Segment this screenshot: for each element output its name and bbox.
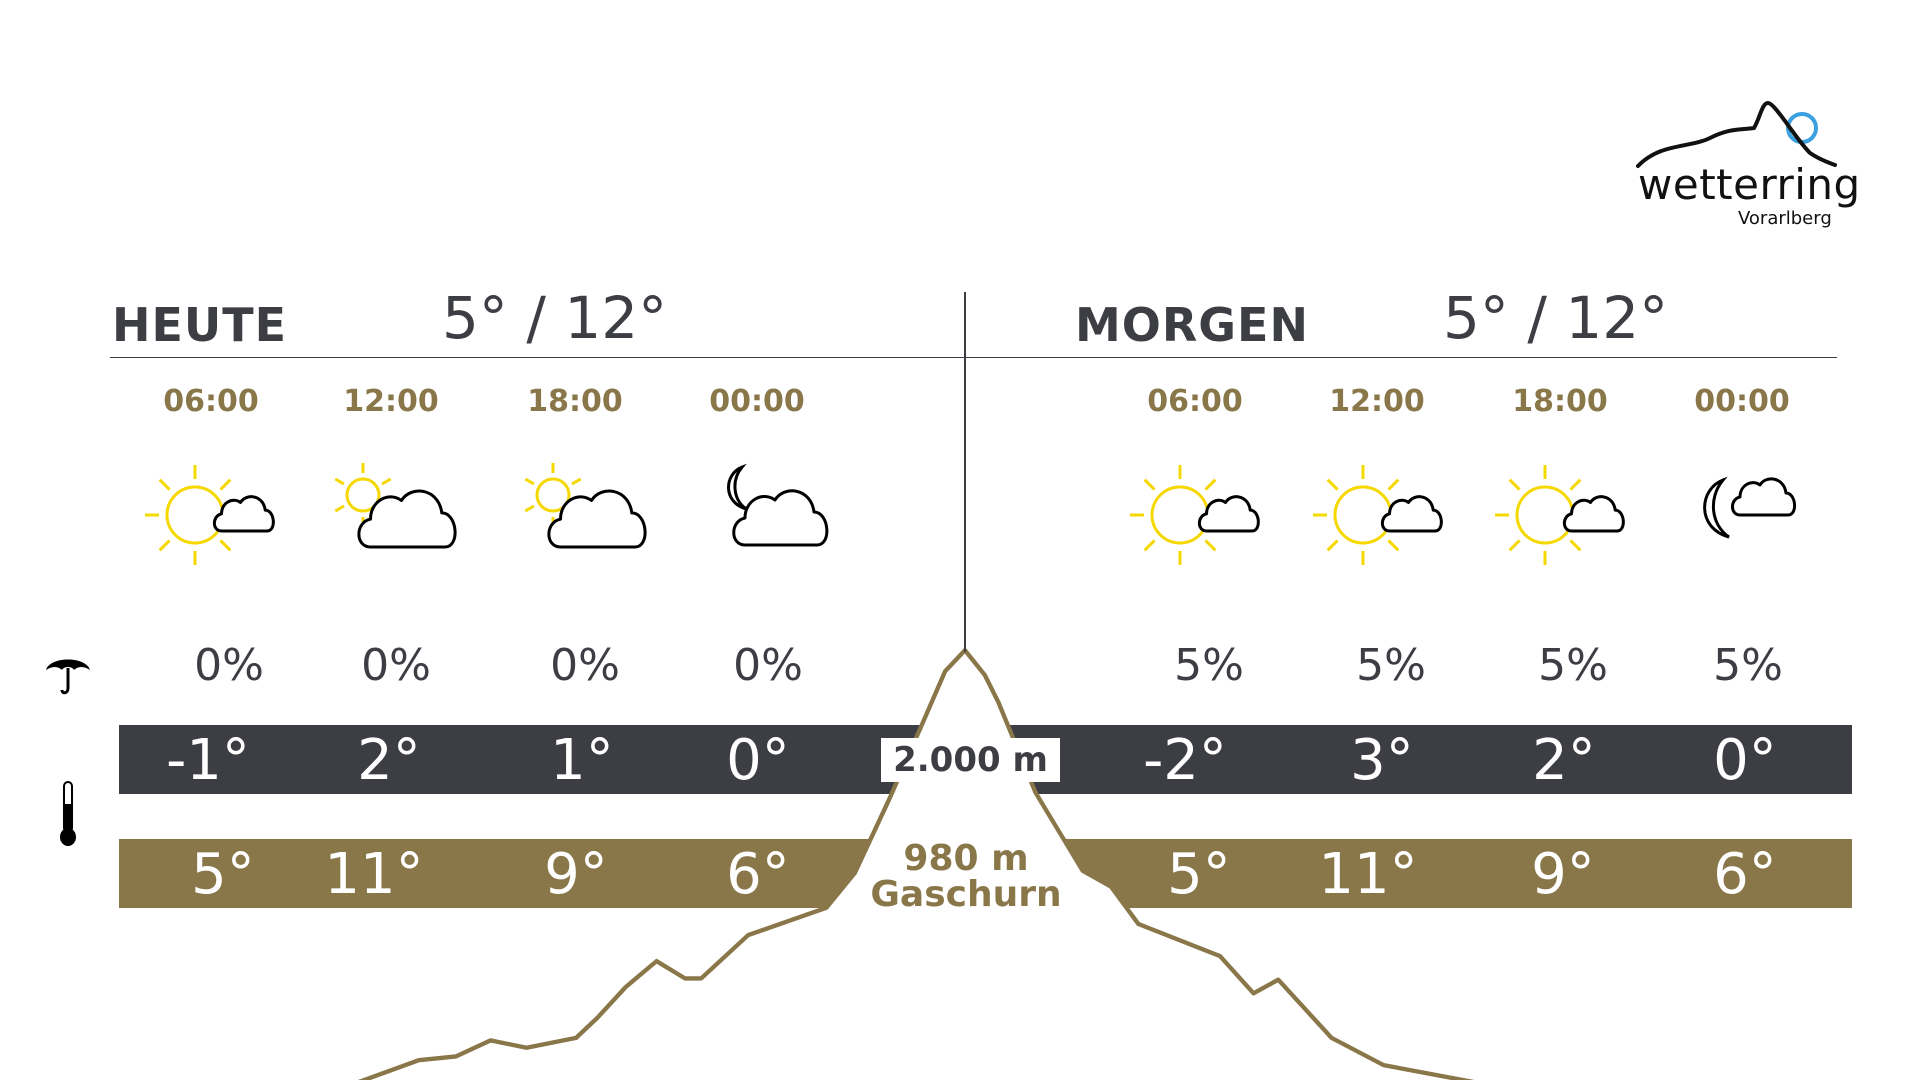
forecast-time: 18:00 (1512, 384, 1608, 419)
day-divider (964, 292, 966, 652)
mountain-temperature: 0° (726, 728, 790, 793)
forecast-time: 06:00 (1147, 384, 1243, 419)
valley-temperature: 5° (191, 842, 255, 907)
valley-temperature: 5° (1167, 842, 1231, 907)
valley-temperature: 6° (1713, 842, 1777, 907)
mountain-temperature: 2° (1532, 728, 1596, 793)
precipitation-value: 5% (1356, 640, 1426, 691)
forecast-time: 18:00 (527, 384, 623, 419)
sun-cloud-icon (1490, 455, 1630, 575)
logo-wordmark: wetterring (1638, 160, 1861, 209)
forecast-time: 06:00 (163, 384, 259, 419)
precipitation-value: 0% (194, 640, 264, 691)
today-title: HEUTE (112, 298, 288, 352)
precipitation-value: 5% (1538, 640, 1608, 691)
header-divider (110, 357, 1837, 358)
valley-temperature: 6° (726, 842, 790, 907)
forecast-time: 12:00 (1329, 384, 1425, 419)
valley-temperature: 9° (1531, 842, 1595, 907)
valley-temperature: 11° (1318, 842, 1418, 907)
logo-region: Vorarlberg (1738, 208, 1832, 229)
valley-name-label: Gaschurn (870, 874, 1062, 915)
thermometer-icon (60, 781, 76, 846)
small-sun-cloud-icon (325, 455, 465, 575)
sun-cloud-icon (140, 455, 280, 575)
tomorrow-title: MORGEN (1075, 298, 1309, 352)
valley-temperature: 9° (544, 842, 608, 907)
precipitation-value: 0% (733, 640, 803, 691)
small-sun-cloud-icon (515, 455, 655, 575)
mountain-shape (357, 648, 1475, 1080)
sun-cloud-icon (1125, 455, 1265, 575)
forecast-time: 00:00 (1694, 384, 1790, 419)
today-range: 5° / 12° (442, 284, 668, 352)
valley-altitude-label: 980 m (903, 838, 1029, 879)
precipitation-value: 5% (1174, 640, 1244, 691)
precipitation-value: 0% (550, 640, 620, 691)
mountain-temperature: 1° (550, 728, 614, 793)
mountain-temperature: 2° (357, 728, 421, 793)
moon-cloud-icon (700, 455, 840, 575)
mountain-temperature: 0° (1713, 728, 1777, 793)
precipitation-value: 5% (1713, 640, 1783, 691)
summit-altitude-label: 2.000 m (881, 738, 1060, 782)
wetterring-logo (1636, 100, 1837, 168)
tomorrow-range: 5° / 12° (1443, 284, 1669, 352)
valley-temperature: 11° (324, 842, 424, 907)
mountain-temperature: 3° (1350, 728, 1414, 793)
sun-cloud-icon (1308, 455, 1448, 575)
precipitation-value: 0% (361, 640, 431, 691)
mountain-temperature: -2° (1143, 728, 1227, 793)
forecast-time: 12:00 (343, 384, 439, 419)
umbrella-icon (46, 659, 90, 695)
forecast-time: 00:00 (709, 384, 805, 419)
moon-small-cloud-icon (1675, 455, 1815, 575)
mountain-temperature: -1° (166, 728, 250, 793)
